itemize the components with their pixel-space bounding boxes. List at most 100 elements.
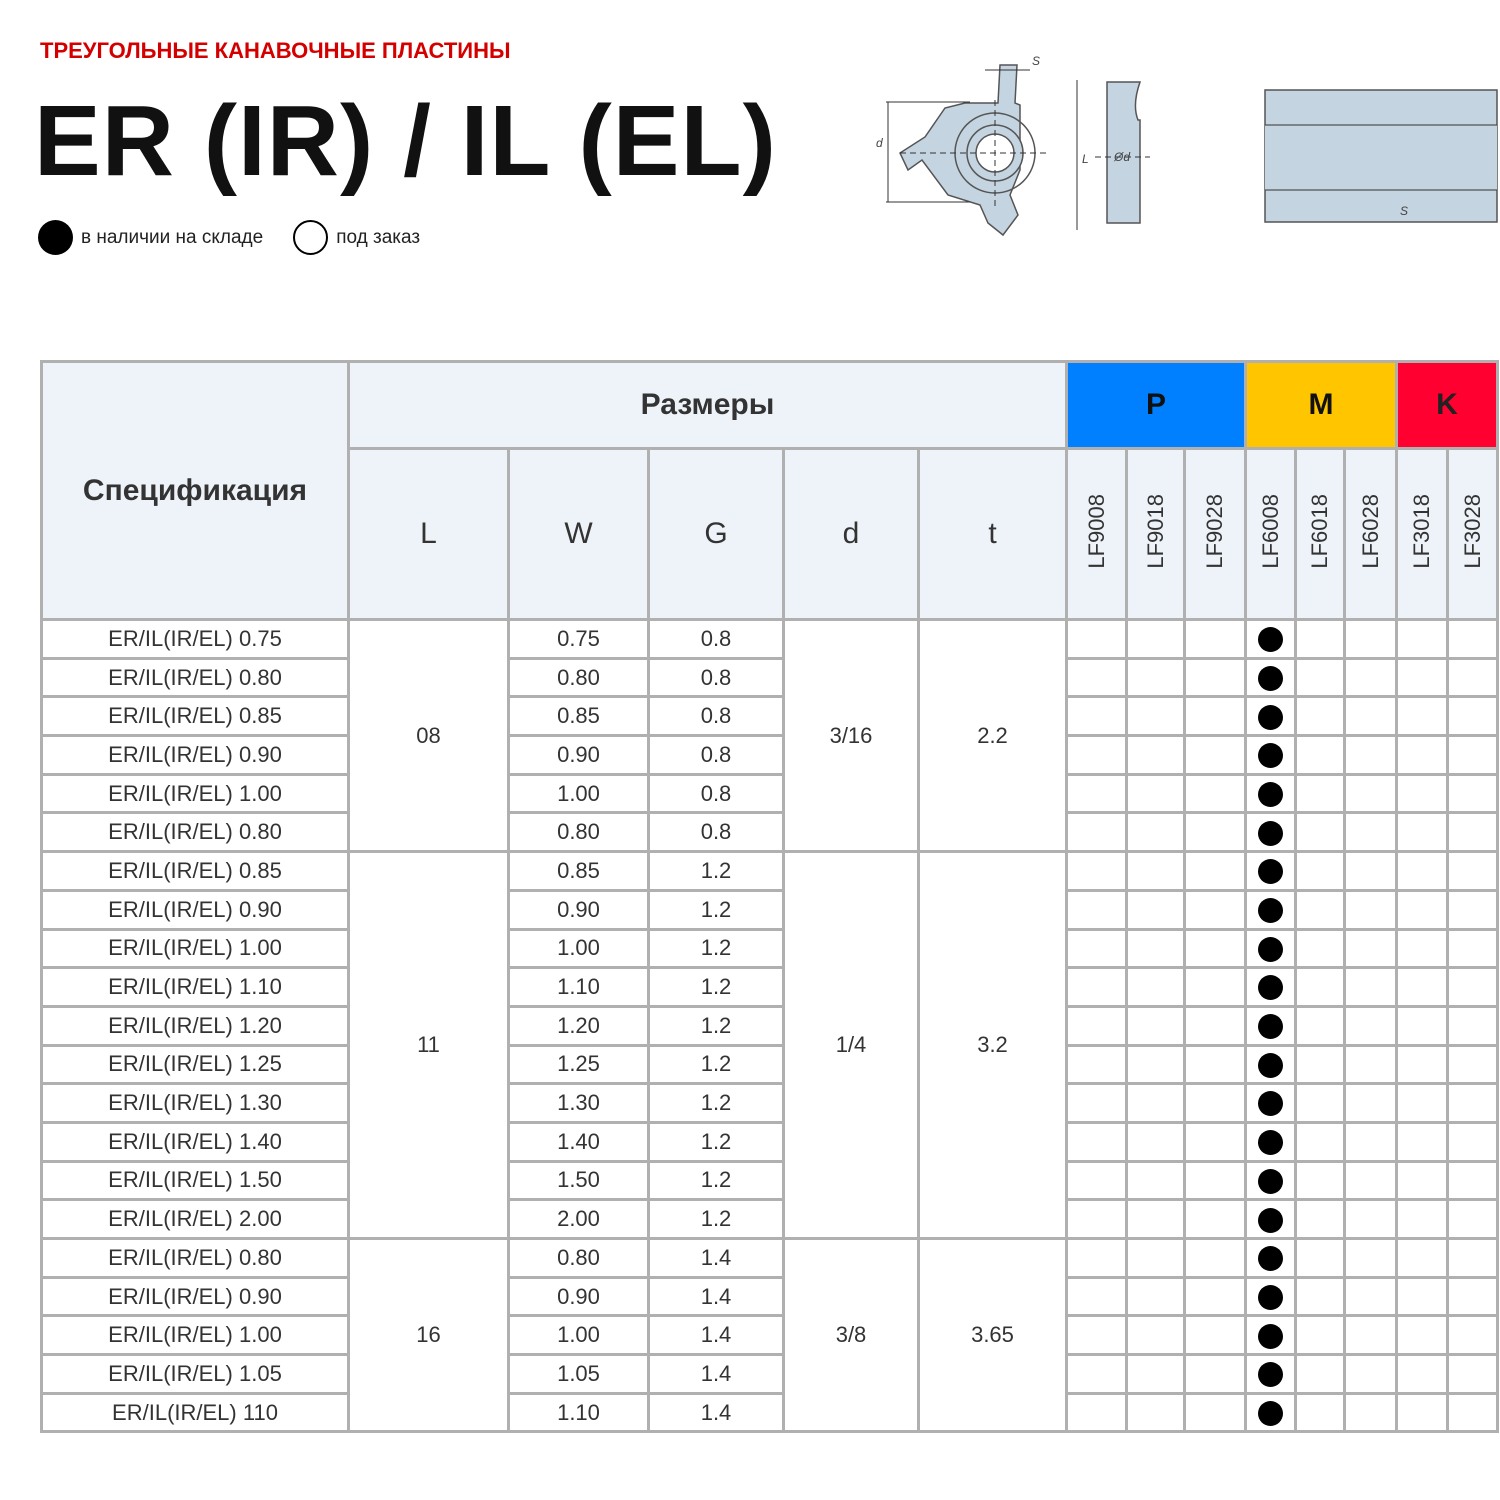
w-cell: 1.00: [507, 927, 650, 970]
availability-cell: [1244, 1237, 1297, 1279]
in-stock-icon: [1258, 859, 1283, 885]
legend-on-order: под заказ: [336, 226, 421, 248]
availability-cell: [1294, 1391, 1346, 1434]
availability-cell: [1294, 1043, 1346, 1086]
availability-cell: [1065, 1314, 1128, 1357]
in-stock-icon: [1258, 898, 1283, 923]
table-row: ER/IL(IR/EL) 0.80 0.80 0.8: [40, 656, 1499, 699]
header-grade: LF6008: [1244, 447, 1297, 621]
t-cell: 2.2: [917, 617, 1068, 854]
in-stock-icon: [1258, 1323, 1283, 1349]
in-stock-icon: [1258, 1362, 1283, 1388]
drawing-label-od: Ød: [1113, 150, 1130, 164]
availability-cell: [1395, 1159, 1449, 1202]
w-cell: 1.50: [507, 1159, 650, 1202]
availability-cell: [1065, 656, 1128, 699]
availability-cell: [1244, 811, 1297, 854]
availability-cell: [1244, 695, 1297, 738]
availability-cell: [1395, 1353, 1449, 1395]
availability-cell: [1395, 618, 1449, 660]
header-dim: d: [782, 447, 920, 621]
availability-cell: [1125, 618, 1186, 660]
availability-cell: [1294, 888, 1346, 931]
d-cell: 3/16: [782, 617, 920, 854]
availability-cell: [1183, 850, 1247, 892]
availability-cell: [1183, 888, 1247, 931]
availability-cell: [1065, 927, 1128, 970]
availability-cell: [1395, 734, 1449, 776]
availability-cell: [1446, 1159, 1499, 1202]
grade-label: LF3018: [1409, 493, 1434, 569]
header-grade: LF9028: [1183, 447, 1247, 621]
spec-cell: ER/IL(IR/EL) 0.90: [40, 1275, 350, 1318]
insert-drawing: S d L Ød S: [876, 54, 1498, 237]
table-row: ER/IL(IR/EL) 110 1.10 1.4: [40, 1391, 1499, 1434]
availability-cell: [1395, 927, 1449, 970]
w-cell: 0.85: [507, 850, 650, 892]
spec-cell: ER/IL(IR/EL) 1.00: [40, 1314, 350, 1357]
in-stock-icon: [1258, 1246, 1283, 1272]
availability-cell: [1125, 772, 1186, 815]
availability-cell: [1244, 1391, 1297, 1434]
table-row: ER/IL(IR/EL) 0.80 0.80 0.8: [40, 811, 1499, 854]
availability-cell: [1183, 1198, 1247, 1240]
table-row: ER/IL(IR/EL) 1.00 1.00 1.4: [40, 1314, 1499, 1357]
table-row: ER/IL(IR/EL) 1.00 1.00 0.8: [40, 772, 1499, 815]
g-cell: 1.2: [647, 1004, 785, 1047]
availability-cell: [1446, 1391, 1499, 1434]
header-dim: t: [917, 447, 1068, 621]
header-grade: LF6018: [1294, 447, 1346, 621]
w-cell: 1.40: [507, 1120, 650, 1163]
availability-cell: [1343, 1159, 1398, 1202]
spec-cell: ER/IL(IR/EL) 0.80: [40, 1237, 350, 1279]
header-grade: LF3028: [1446, 447, 1499, 621]
g-cell: 1.2: [647, 1043, 785, 1086]
availability-cell: [1294, 772, 1346, 815]
availability-cell: [1183, 656, 1247, 699]
grade-label: LF9018: [1142, 493, 1168, 569]
on-order-icon: [293, 220, 329, 255]
availability-cell: [1343, 927, 1398, 970]
availability-cell: [1244, 1043, 1297, 1086]
availability-cell: [1294, 966, 1346, 1008]
availability-cell: [1125, 1043, 1186, 1086]
availability-cell: [1183, 1391, 1247, 1434]
grade-label: LF9008: [1083, 493, 1109, 569]
availability-cell: [1183, 1353, 1247, 1395]
subtitle: ТРЕУГОЛЬНЫЕ КАНАВОЧНЫЕ ПЛАСТИНЫ: [40, 38, 511, 63]
availability-cell: [1395, 1314, 1449, 1357]
availability-cell: [1065, 1004, 1128, 1047]
availability-cell: [1244, 850, 1297, 892]
availability-cell: [1343, 1314, 1398, 1357]
availability-cell: [1395, 850, 1449, 892]
availability-cell: [1183, 1237, 1247, 1279]
g-cell: 1.2: [647, 966, 785, 1008]
w-cell: 1.00: [507, 1314, 650, 1357]
availability-cell: [1294, 1120, 1346, 1163]
g-cell: 1.2: [647, 1159, 785, 1202]
w-cell: 1.25: [507, 1043, 650, 1086]
grade-label: LF6008: [1257, 493, 1283, 569]
availability-cell: [1125, 888, 1186, 931]
table-row: ER/IL(IR/EL) 1.40 1.40 1.2: [40, 1120, 1499, 1163]
availability-cell: [1244, 772, 1297, 815]
availability-cell: [1065, 1082, 1128, 1124]
availability-cell: [1183, 1120, 1247, 1163]
availability-cell: [1183, 1043, 1247, 1086]
table-row: ER/IL(IR/EL) 1.10 1.10 1.2: [40, 966, 1499, 1008]
availability-cell: [1244, 1159, 1297, 1202]
availability-cell: [1244, 888, 1297, 931]
availability-cell: [1343, 811, 1398, 854]
availability-cell: [1125, 734, 1186, 776]
in-stock-icon: [1258, 1052, 1283, 1078]
availability-cell: [1446, 1004, 1499, 1047]
availability-cell: [1125, 1198, 1186, 1240]
w-cell: 1.20: [507, 1004, 650, 1047]
l-cell: 08: [347, 617, 510, 854]
in-stock-icon: [1258, 704, 1283, 730]
availability-cell: [1446, 1237, 1499, 1279]
table-row: ER/IL(IR/EL) 0.85 0.85 0.8: [40, 695, 1499, 738]
availability-cell: [1125, 1004, 1186, 1047]
in-stock-icon: [1258, 1130, 1283, 1156]
w-cell: 1.10: [507, 1391, 650, 1434]
